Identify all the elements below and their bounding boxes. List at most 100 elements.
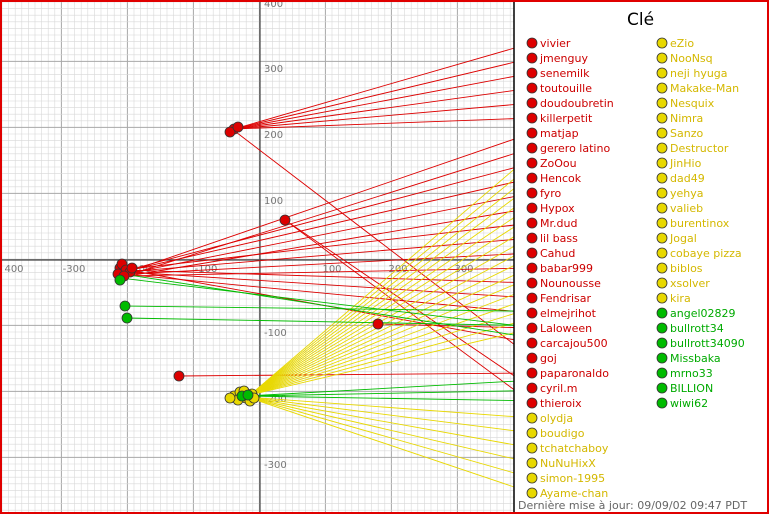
legend-label: thieroix [540, 397, 582, 410]
connector-line [124, 192, 533, 275]
legend-label: lil bass [540, 232, 578, 245]
legend-dot [656, 82, 668, 94]
legend-dot [656, 367, 668, 379]
legend-dot [656, 142, 668, 154]
legend-dot [526, 352, 538, 364]
legend-label: biblos [670, 262, 703, 275]
connector-line [233, 117, 533, 130]
legend-dot [526, 172, 538, 184]
legend-label: Missbaka [670, 352, 721, 365]
legend-label: tchatchaboy [540, 442, 609, 455]
legend-label: Laloween [540, 322, 592, 335]
legend-dot [526, 52, 538, 64]
legend-label: valieb [670, 202, 703, 215]
connector-line [233, 72, 533, 130]
legend-label: neji hyuga [670, 67, 728, 80]
map-dot [119, 300, 131, 312]
connector-line [121, 222, 533, 271]
legend-dot [656, 382, 668, 394]
legend-dot [526, 382, 538, 394]
legend-label: Nesquix [670, 97, 715, 110]
legend-dot [526, 202, 538, 214]
map-dot [224, 126, 236, 138]
legend-dot [656, 52, 668, 64]
connector-line [246, 396, 533, 449]
legend-label: Jogal [669, 232, 697, 245]
legend-dot [656, 322, 668, 334]
legend-label: gerero latino [540, 142, 610, 155]
legend-dot [656, 247, 668, 259]
legend-dot [656, 262, 668, 274]
legend-dot [656, 352, 668, 364]
legend-dot [656, 112, 668, 124]
legend-dot [526, 472, 538, 484]
legend-dot [526, 292, 538, 304]
connector-line [233, 42, 533, 130]
legend-label: Ayame-chan [540, 487, 608, 500]
legend-dot [526, 142, 538, 154]
x-tick-label: 400 [4, 264, 23, 275]
legend-dot [656, 97, 668, 109]
legend-label: vivier [540, 37, 571, 50]
legend-label: Destructor [670, 142, 729, 155]
connector-line [124, 269, 533, 284]
legend-dot [656, 37, 668, 49]
connector-line [127, 252, 533, 275]
legend-label: killerpetit [540, 112, 593, 125]
legend-label: eZio [670, 37, 694, 50]
legend-label: jmenguy [539, 52, 588, 65]
connector-line [121, 177, 533, 273]
legend-dot [656, 172, 668, 184]
connector-line [233, 87, 533, 130]
legend-dot [526, 322, 538, 334]
map-dot [224, 392, 236, 404]
legend-label: wiwi62 [670, 397, 708, 410]
legend-dot [526, 427, 538, 439]
map-dot [279, 214, 291, 226]
legend-label: Nounousse [540, 277, 601, 290]
legend-label: carcajou500 [540, 337, 608, 350]
legend-dot [656, 292, 668, 304]
connector-line [233, 57, 533, 130]
x-tick-label: -200 [129, 264, 152, 275]
legend-dot [526, 457, 538, 469]
legend-dot [656, 217, 668, 229]
legend-label: Mr.dud [540, 217, 577, 230]
last-update-text: Dernière mise à jour: 09/09/02 09:47 PDT [518, 499, 748, 512]
x-tick-label: -300 [63, 264, 86, 275]
y-tick-label: -100 [264, 328, 287, 339]
legend-dot [526, 307, 538, 319]
legend-label: matjap [540, 127, 579, 140]
connector-line [121, 267, 533, 277]
legend-dot [526, 187, 538, 199]
connector-line [127, 162, 533, 271]
legend-dot [656, 127, 668, 139]
legend-label: Sanzo [670, 127, 703, 140]
legend-label: elmejrihot [540, 307, 597, 320]
x-tick-label: 200 [388, 264, 407, 275]
legend-label: bullrott34090 [670, 337, 745, 350]
legend-dot [656, 232, 668, 244]
legend-label: NooNsq [670, 52, 713, 65]
legend-dot [656, 277, 668, 289]
legend: vivier jmenguy senemilk toutouille doudoubre… [526, 37, 745, 500]
connector-line [233, 102, 533, 130]
legend-label: cyril.m [540, 382, 577, 395]
key-panel [514, 2, 767, 512]
legend-dot [526, 157, 538, 169]
legend-label: senemilk [540, 67, 590, 80]
legend-label: simon-1995 [540, 472, 605, 485]
legend-dot [526, 127, 538, 139]
legend-label: Nimra [670, 112, 703, 125]
legend-dot [526, 37, 538, 49]
connector-line [246, 396, 533, 494]
legend-label: olydja [540, 412, 573, 425]
legend-dot [526, 487, 538, 499]
y-tick-label: 100 [264, 196, 283, 207]
legend-dot [526, 337, 538, 349]
connector-line [121, 273, 533, 314]
legend-label: JinHio [669, 157, 702, 170]
map-dot [372, 318, 384, 330]
legend-dot [656, 202, 668, 214]
